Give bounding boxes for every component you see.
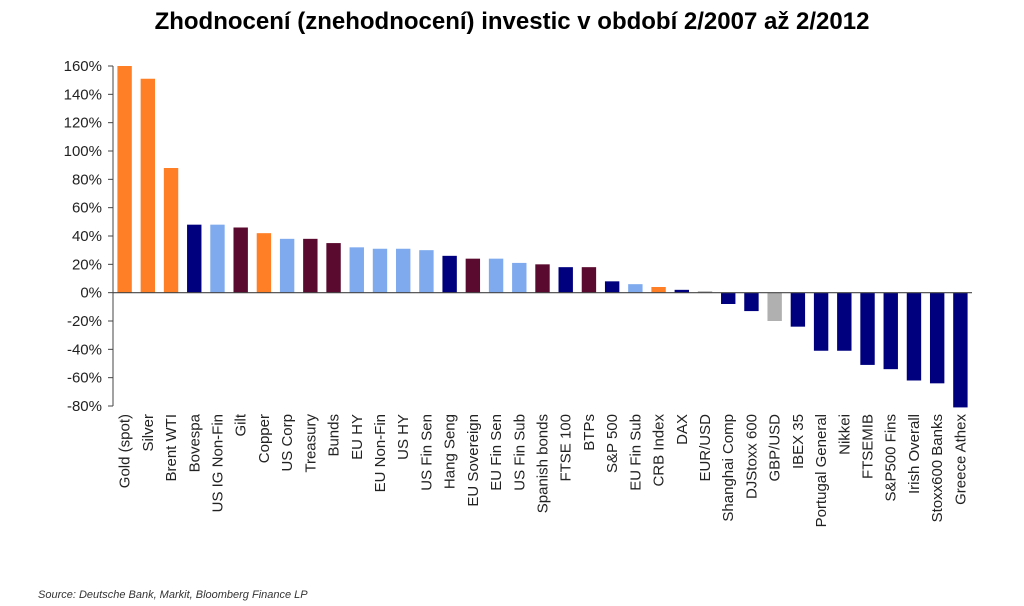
x-tick-label: Copper (256, 414, 273, 463)
bar (163, 168, 179, 293)
y-tick-label: 100% (64, 143, 102, 160)
bar (744, 292, 759, 312)
y-tick-label: 160% (64, 58, 102, 75)
x-tick-label: Nikkei (836, 414, 853, 455)
bar (767, 292, 782, 321)
x-tick-label: EU Sovereign (465, 414, 482, 507)
x-tick-label: Gold (spot) (117, 414, 134, 488)
bar (210, 224, 225, 293)
bar (349, 247, 364, 293)
x-tick-label: Bovespa (186, 413, 203, 472)
chart-title: Zhodnocení (znehodnocení) investic v obd… (154, 8, 870, 35)
bars-group (117, 66, 968, 408)
x-tick-label: IBEX 35 (790, 414, 807, 469)
bar (535, 264, 550, 293)
x-tick-label: EU Fin Sen (488, 414, 505, 491)
x-tick-label: S&P500 Fins (883, 414, 900, 502)
x-tick-label: EU Fin Sub (627, 414, 644, 491)
bar (419, 250, 434, 293)
x-tick-label: Treasury (302, 414, 319, 473)
y-tick-label: -60% (67, 370, 102, 387)
source-note: Source: Deutsche Bank, Markit, Bloomberg… (38, 589, 308, 601)
bar (396, 248, 411, 293)
bar (721, 292, 736, 304)
y-tick-label: 80% (72, 171, 102, 188)
bar (140, 78, 156, 293)
bar (303, 238, 318, 293)
bar (651, 287, 666, 293)
bar (372, 248, 388, 293)
y-tick-label: 140% (64, 86, 102, 103)
x-tick-label: BTPs (581, 414, 598, 451)
x-tick-label: Spanish bonds (535, 414, 552, 513)
bar (929, 292, 945, 384)
x-tick-label: Greece Athex (952, 414, 969, 505)
x-tick-label: FTSE 100 (558, 414, 575, 482)
bar (512, 262, 527, 293)
bar (813, 292, 829, 351)
bar (279, 238, 295, 293)
x-tick-label: DAX (674, 414, 691, 445)
bar (581, 267, 597, 293)
x-tick-label: Portugal General (813, 414, 830, 527)
x-tick-label: US Fin Sub (511, 414, 528, 491)
bar (628, 284, 643, 293)
bar (465, 258, 481, 293)
bar (697, 291, 713, 293)
x-tick-label: EUR/USD (697, 414, 714, 482)
bar (488, 258, 504, 293)
bar (906, 292, 922, 381)
bar (187, 224, 202, 293)
bar (442, 255, 457, 293)
x-tick-label: Brent WTI (163, 414, 180, 482)
x-tick-label: Shanghai Comp (720, 414, 737, 522)
x-tick-label: Silver (140, 414, 157, 452)
x-tick-label: FTSEMIB (860, 414, 877, 479)
bar (558, 267, 573, 293)
y-axis: 160% 140% 120% 100% 80% 60% 40% 20% 0% -20% -40% -6… (64, 58, 114, 415)
x-tick-label: Bunds (326, 414, 343, 457)
y-tick-label: 120% (64, 115, 102, 132)
y-tick-label: -20% (67, 313, 102, 330)
x-tick-label: Irish Overall (906, 414, 923, 494)
bar (117, 66, 132, 293)
bar (790, 292, 806, 327)
y-tick-label: -80% (67, 398, 102, 415)
y-tick-label: 40% (72, 228, 102, 245)
x-tick-label: S&P 500 (604, 414, 621, 473)
y-tick-label: 0% (80, 285, 102, 302)
x-tick-label: Stoxx600 Banks (929, 414, 946, 522)
x-tick-label: US IG Non-Fin (209, 414, 226, 512)
bar (233, 227, 248, 293)
bar (837, 292, 852, 351)
bar (860, 292, 875, 365)
x-tick-label: Gilt (233, 413, 250, 436)
x-tick-label: GBP/USD (767, 414, 784, 482)
bar (953, 292, 968, 408)
x-tick-label: US Fin Sen (418, 414, 435, 491)
x-tick-label: Hang Seng (442, 414, 459, 489)
bar (674, 289, 689, 293)
y-tick-label: 20% (72, 256, 102, 273)
y-tick-label: 60% (72, 200, 102, 217)
y-tick-label: -40% (67, 341, 102, 358)
x-tick-label: US Corp (279, 414, 296, 472)
x-tick-label: US HY (395, 414, 412, 460)
bar (883, 292, 898, 370)
x-tick-label: CRB Index (651, 414, 668, 487)
x-tick-label: EU HY (349, 414, 366, 460)
x-tick-label: EU Non-Fin (372, 414, 389, 492)
bar (256, 233, 272, 293)
bar (604, 281, 620, 293)
x-axis: Gold (spot) Silver Brent WTI Bovespa US IG N… (113, 292, 972, 527)
x-tick-label: DJStoxx 600 (743, 414, 760, 499)
bar (326, 243, 341, 293)
